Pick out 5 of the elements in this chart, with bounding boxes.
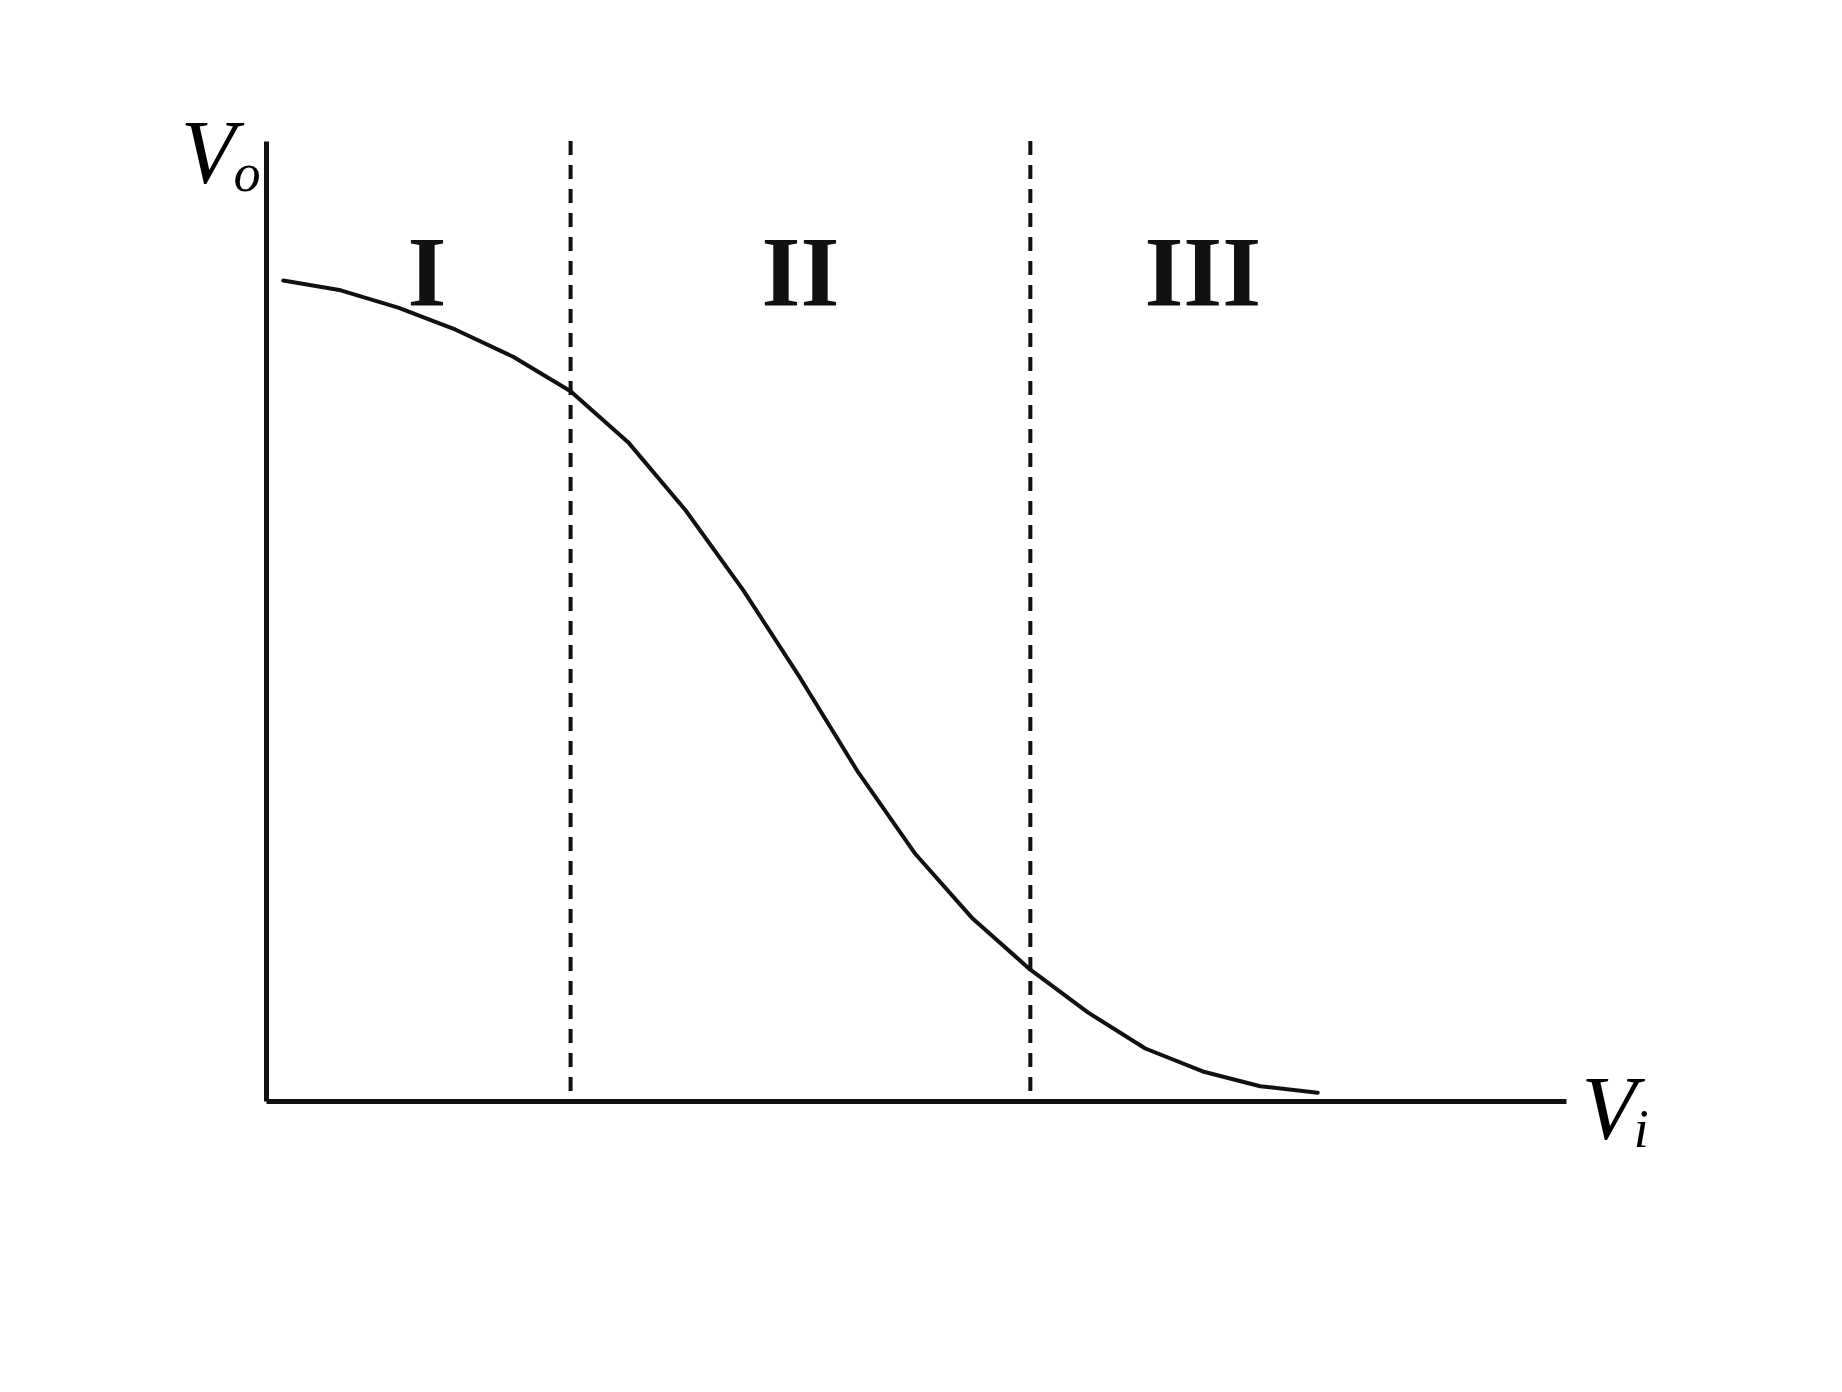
- y-axis-title: Vₒ: [180, 102, 262, 202]
- annotation: III: [1144, 216, 1262, 328]
- annotation: I: [407, 216, 447, 328]
- annotation: II: [761, 216, 840, 328]
- x-axis-title: Vᵢ: [1581, 1058, 1651, 1158]
